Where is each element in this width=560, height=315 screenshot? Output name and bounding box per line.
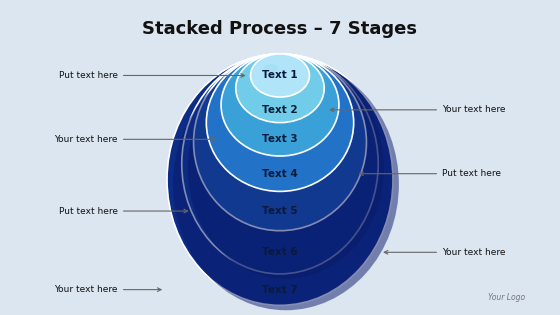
Text: Your Logo: Your Logo <box>488 293 526 302</box>
Ellipse shape <box>227 59 345 161</box>
Text: Your text here: Your text here <box>384 248 506 257</box>
Text: Put text here: Put text here <box>59 71 245 80</box>
Text: Text 6: Text 6 <box>262 247 298 257</box>
Ellipse shape <box>221 54 339 156</box>
Ellipse shape <box>232 96 276 127</box>
Text: Text 7: Text 7 <box>262 285 298 295</box>
Text: Put text here: Put text here <box>59 207 188 215</box>
Ellipse shape <box>194 54 366 231</box>
Ellipse shape <box>167 54 393 305</box>
Text: Stacked Process – 7 Stages: Stacked Process – 7 Stages <box>142 20 418 38</box>
Ellipse shape <box>212 59 360 196</box>
Text: Text 3: Text 3 <box>262 134 298 144</box>
Ellipse shape <box>188 59 384 279</box>
Ellipse shape <box>173 59 399 310</box>
Ellipse shape <box>218 114 274 158</box>
Ellipse shape <box>256 70 278 82</box>
Text: Your text here: Your text here <box>54 285 161 294</box>
Text: Text 4: Text 4 <box>262 169 298 179</box>
Ellipse shape <box>242 59 330 128</box>
Ellipse shape <box>226 106 275 145</box>
Text: Text 5: Text 5 <box>262 206 298 216</box>
Ellipse shape <box>236 54 324 123</box>
Ellipse shape <box>248 78 277 96</box>
Ellipse shape <box>182 54 378 274</box>
Ellipse shape <box>250 54 310 97</box>
Ellipse shape <box>256 59 315 102</box>
Ellipse shape <box>240 87 276 111</box>
Ellipse shape <box>199 59 372 236</box>
Text: Text 1: Text 1 <box>262 71 298 80</box>
Text: Text 2: Text 2 <box>262 105 298 115</box>
Text: Your text here: Your text here <box>54 135 215 144</box>
Text: Put text here: Put text here <box>360 169 501 178</box>
Ellipse shape <box>264 64 278 72</box>
Ellipse shape <box>206 54 354 192</box>
Text: Your text here: Your text here <box>330 105 506 114</box>
